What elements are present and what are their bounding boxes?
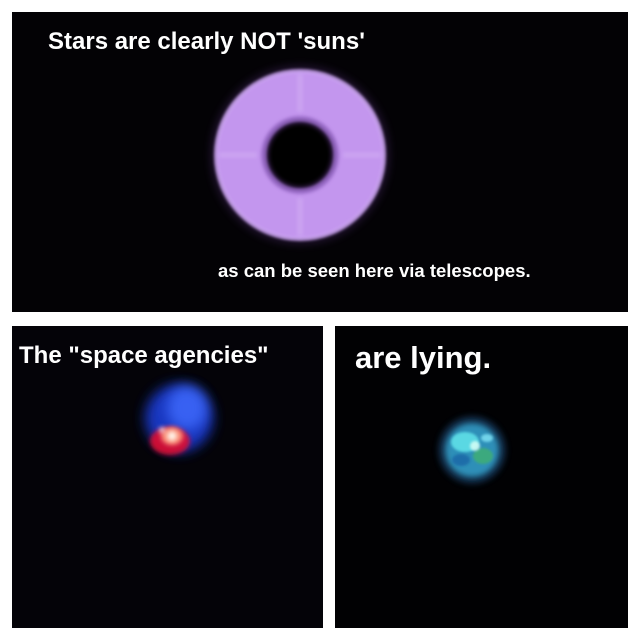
bottom-left-photo-panel: The "space agencies" bbox=[12, 326, 323, 628]
top-photo-panel: Stars are clearly NOT 'suns' as can be s… bbox=[12, 12, 628, 312]
bottom-right-caption: are lying. bbox=[355, 340, 492, 375]
purple-ring-star-image bbox=[210, 65, 390, 245]
ring-center bbox=[270, 125, 330, 185]
bottom-left-caption: The "space agencies" bbox=[19, 342, 269, 369]
top-subtitle-caption: as can be seen here via telescopes. bbox=[218, 260, 531, 281]
teal-star-image bbox=[438, 416, 506, 484]
red-blue-star-image bbox=[145, 384, 213, 455]
top-title-caption: Stars are clearly NOT 'suns' bbox=[48, 28, 365, 55]
bottom-right-photo-panel: are lying. bbox=[335, 326, 628, 628]
